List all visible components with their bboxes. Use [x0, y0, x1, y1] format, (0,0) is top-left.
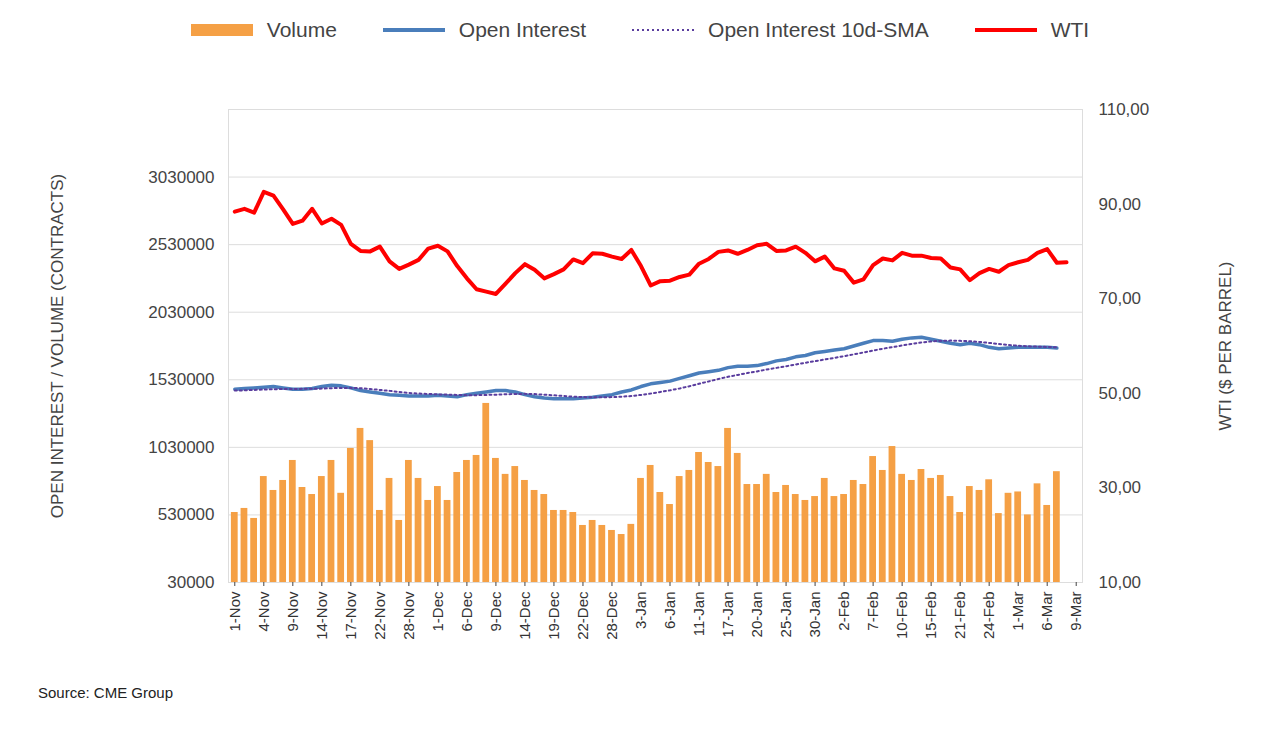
svg-text:30000: 30000: [167, 573, 214, 592]
svg-text:50,00: 50,00: [1099, 384, 1142, 403]
svg-text:22-Dec: 22-Dec: [574, 591, 591, 640]
svg-text:2-Feb: 2-Feb: [835, 592, 852, 631]
svg-text:30,00: 30,00: [1099, 478, 1142, 497]
svg-text:9-Mar: 9-Mar: [1067, 591, 1084, 630]
svg-text:530000: 530000: [158, 505, 215, 524]
html-text:Volume: Volume: [266, 18, 337, 41]
svg-text:1530000: 1530000: [148, 370, 214, 389]
svg-text:9-Dec: 9-Dec: [487, 591, 504, 632]
svg-text:11-Jan: 11-Jan: [690, 592, 707, 637]
svg-text:3030000: 3030000: [148, 168, 214, 187]
svg-text:1-Nov: 1-Nov: [226, 591, 243, 632]
html-text:Source: CME Group: Source: CME Group: [38, 684, 174, 701]
svg-text:6-Dec: 6-Dec: [458, 591, 475, 632]
svg-text:14-Dec: 14-Dec: [516, 591, 533, 640]
svg-text:10-Feb: 10-Feb: [893, 592, 910, 640]
svg-text:2530000: 2530000: [148, 235, 214, 254]
svg-text:17-Jan: 17-Jan: [719, 592, 736, 638]
svg-text:1030000: 1030000: [148, 438, 214, 457]
svg-text:15-Feb: 15-Feb: [922, 592, 939, 640]
svg-text:4-Nov: 4-Nov: [255, 591, 272, 632]
html-text:Open Interest 10d-SMA: Open Interest 10d-SMA: [708, 18, 929, 41]
svg-text:19-Dec: 19-Dec: [545, 591, 562, 640]
svg-text:1-Dec: 1-Dec: [429, 591, 446, 632]
svg-text:110,00: 110,00: [1099, 100, 1150, 119]
svg-text:7-Feb: 7-Feb: [864, 592, 881, 631]
svg-text:28-Nov: 28-Nov: [400, 591, 417, 640]
svg-text:3-Jan: 3-Jan: [632, 592, 649, 630]
svg-text:2030000: 2030000: [148, 303, 214, 322]
svg-text:25-Jan: 25-Jan: [777, 592, 794, 638]
svg-text:30-Jan: 30-Jan: [806, 592, 823, 638]
svg-text:6-Jan: 6-Jan: [661, 592, 678, 630]
svg-text:70,00: 70,00: [1099, 289, 1142, 308]
html-text:Open Interest: Open Interest: [458, 18, 587, 41]
svg-text:22-Nov: 22-Nov: [371, 591, 388, 640]
svg-text:OPEN INTEREST / VOLUME (CONTRA: OPEN INTEREST / VOLUME (CONTRACTS): [48, 174, 67, 518]
svg-text:1-Mar: 1-Mar: [1009, 591, 1026, 630]
svg-text:90,00: 90,00: [1099, 195, 1142, 214]
svg-text:28-Dec: 28-Dec: [603, 591, 620, 640]
svg-text:20-Jan: 20-Jan: [748, 592, 765, 638]
svg-text:21-Feb: 21-Feb: [951, 592, 968, 640]
svg-text:24-Feb: 24-Feb: [980, 592, 997, 640]
svg-text:14-Nov: 14-Nov: [313, 591, 330, 640]
svg-text:9-Nov: 9-Nov: [284, 591, 301, 632]
svg-text:6-Mar: 6-Mar: [1038, 591, 1055, 630]
svg-text:10,00: 10,00: [1099, 573, 1142, 592]
html-text:WTI: WTI: [1050, 18, 1090, 41]
svg-text:WTI ($ PER BARREL): WTI ($ PER BARREL): [1216, 261, 1235, 430]
svg-text:17-Nov: 17-Nov: [342, 591, 359, 640]
